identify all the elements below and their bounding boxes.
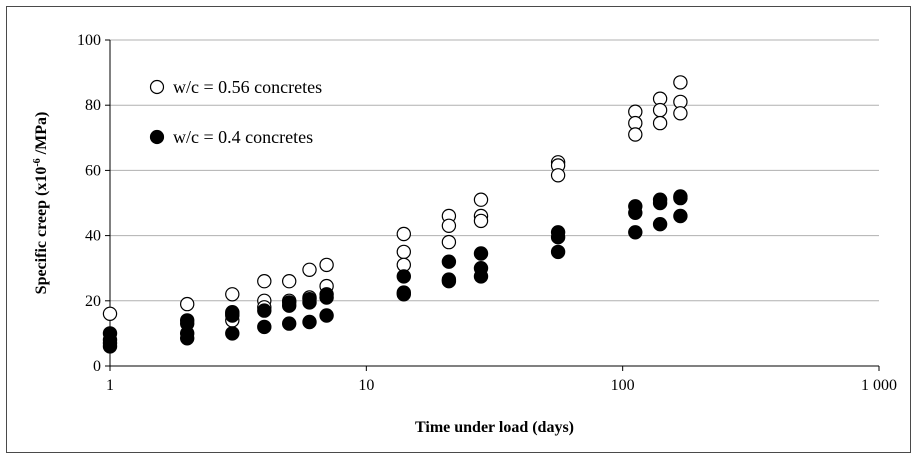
- legend-marker-filled: [149, 129, 165, 145]
- ticks: 0 20 40 60 80 100 1 10 100 1 000: [77, 32, 897, 394]
- data-point-wc-0-56: [282, 274, 297, 289]
- data-point-wc-0-4: [441, 274, 457, 289]
- data-point-wc-0-4: [282, 316, 297, 331]
- x-axis-title: Time under load (days): [415, 419, 574, 436]
- data-point-wc-0-56: [396, 226, 411, 242]
- data-point-wc-0-56: [225, 287, 240, 302]
- data-point-wc-0-4: [225, 308, 240, 323]
- data-point-wc-0-4: [550, 229, 566, 245]
- legend-label-filled: w/c = 0.4 concretes: [173, 127, 313, 147]
- data-point-wc-0-4: [396, 269, 411, 284]
- data-point-wc-0-56: [302, 262, 317, 277]
- data-point-wc-0-4: [628, 205, 643, 220]
- data-points: [102, 75, 688, 354]
- legend-label-open: w/c = 0.56 concretes: [173, 77, 322, 97]
- data-point-wc-0-4: [319, 308, 334, 323]
- x-tick-label: 10: [358, 377, 374, 394]
- data-point-wc-0-4: [257, 303, 272, 318]
- data-point-wc-0-4: [652, 195, 668, 211]
- data-point-wc-0-4: [302, 314, 317, 330]
- data-point-wc-0-56: [473, 213, 489, 229]
- data-point-wc-0-56: [652, 115, 668, 131]
- data-point-wc-0-56: [102, 306, 118, 321]
- y-axis-title-superscript: -6: [32, 158, 43, 166]
- legend-marker-open: [149, 79, 165, 95]
- data-point-wc-0-4: [473, 246, 489, 261]
- data-point-wc-0-56: [550, 168, 566, 183]
- y-tick-label: 60: [85, 162, 101, 179]
- x-tick-label: 1 000: [861, 377, 897, 394]
- data-point-wc-0-4: [257, 319, 272, 335]
- data-point-wc-0-4: [550, 244, 566, 260]
- data-point-wc-0-4: [396, 287, 411, 302]
- data-point-wc-0-4: [179, 331, 195, 346]
- data-point-wc-0-56: [441, 218, 457, 233]
- legend: w/c = 0.56 concretes w/c = 0.4 concretes: [149, 77, 322, 147]
- data-point-wc-0-56: [257, 274, 272, 289]
- x-tick-label: 1: [106, 377, 114, 394]
- y-tick-label: 100: [77, 32, 101, 49]
- data-point-wc-0-4: [652, 216, 668, 232]
- data-point-wc-0-4: [441, 254, 457, 269]
- data-point-wc-0-4: [673, 190, 688, 206]
- data-point-wc-0-56: [179, 296, 195, 312]
- x-tick-label: 100: [611, 377, 635, 394]
- y-axis-title-main: Specific creep (x10: [33, 167, 50, 295]
- data-point-wc-0-4: [102, 339, 118, 354]
- data-point-wc-0-4: [673, 208, 688, 224]
- data-point-wc-0-56: [628, 127, 643, 142]
- data-point-wc-0-4: [282, 298, 297, 313]
- y-tick-label: 20: [85, 293, 101, 310]
- data-point-wc-0-4: [473, 269, 489, 284]
- data-point-wc-0-56: [319, 257, 334, 273]
- data-point-wc-0-56: [673, 75, 688, 90]
- gridlines: [110, 39, 879, 302]
- data-point-wc-0-4: [302, 295, 317, 310]
- y-tick-label: 40: [85, 228, 101, 245]
- data-point-wc-0-4: [319, 290, 334, 305]
- data-point-wc-0-56: [673, 106, 688, 121]
- data-point-wc-0-4: [628, 225, 643, 240]
- data-point-wc-0-4: [225, 326, 240, 341]
- data-point-wc-0-56: [396, 244, 411, 260]
- y-axis-title-unit: /MPa): [33, 112, 50, 159]
- data-point-wc-0-56: [473, 192, 489, 207]
- y-tick-label: 0: [93, 358, 101, 375]
- data-point-wc-0-56: [441, 234, 457, 250]
- data-point-wc-0-56: [652, 102, 668, 118]
- y-tick-label: 80: [85, 97, 101, 114]
- y-axis-title: Specific creep (x10-6 /MPa): [32, 112, 50, 295]
